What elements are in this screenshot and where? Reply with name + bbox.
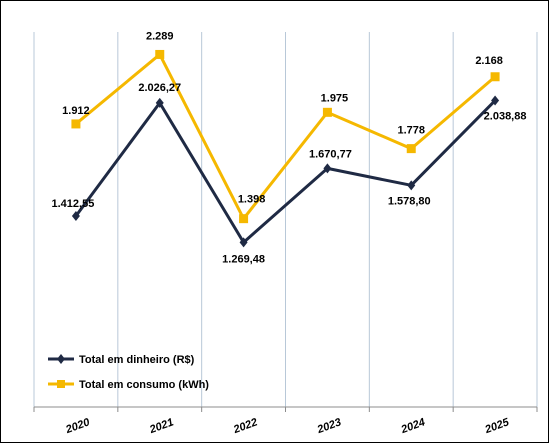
x-axis: 2020 2021 2022 2023 2024 2025 [33, 406, 538, 436]
data-label: 1.778 [397, 125, 425, 137]
x-tick-label: 2025 [483, 416, 512, 436]
x-tick-label: 2023 [315, 416, 343, 436]
data-point [407, 180, 416, 191]
data-label: 2.168 [475, 55, 503, 67]
legend-marker [57, 354, 65, 364]
data-point [155, 97, 164, 108]
series-line [74, 52, 497, 221]
data-label: 1.412,55 [52, 198, 95, 210]
series-lines [71, 49, 500, 248]
legend-label: Total em consumo (kWh) [79, 379, 209, 391]
data-point [155, 49, 165, 59]
legend-marker [57, 380, 65, 388]
x-tick-label: 2021 [147, 416, 175, 436]
data-label: 2.038,88 [484, 111, 527, 123]
data-label: 2.026,27 [138, 82, 181, 94]
gridlines [33, 32, 538, 407]
data-point [322, 107, 332, 117]
x-tick-label: 2024 [399, 416, 427, 436]
data-label: 1.975 [321, 92, 349, 104]
data-point [239, 237, 248, 248]
x-tick-label: 2020 [63, 416, 92, 436]
data-label: 1.670,77 [309, 148, 352, 160]
legend: Total em dinheiro (R$) Total em consumo (… [48, 354, 209, 391]
data-point [239, 214, 249, 224]
data-point [491, 95, 500, 106]
data-point [323, 163, 332, 174]
x-tick-label: 2022 [231, 416, 259, 436]
data-label: 1.398 [238, 194, 266, 206]
data-point [490, 72, 500, 82]
data-point [71, 210, 80, 221]
data-point [71, 119, 81, 129]
data-label: 1.269,48 [222, 253, 265, 265]
data-labels: 1.412,55 2.026,27 1.269,48 1.670,77 1.578,80… [52, 30, 527, 265]
data-point [406, 144, 416, 154]
data-label: 1.578,80 [388, 195, 431, 207]
data-label: 2.289 [146, 30, 174, 42]
legend-label: Total em dinheiro (R$) [79, 354, 195, 366]
data-label: 1.912 [62, 105, 90, 117]
series-line [74, 99, 497, 244]
